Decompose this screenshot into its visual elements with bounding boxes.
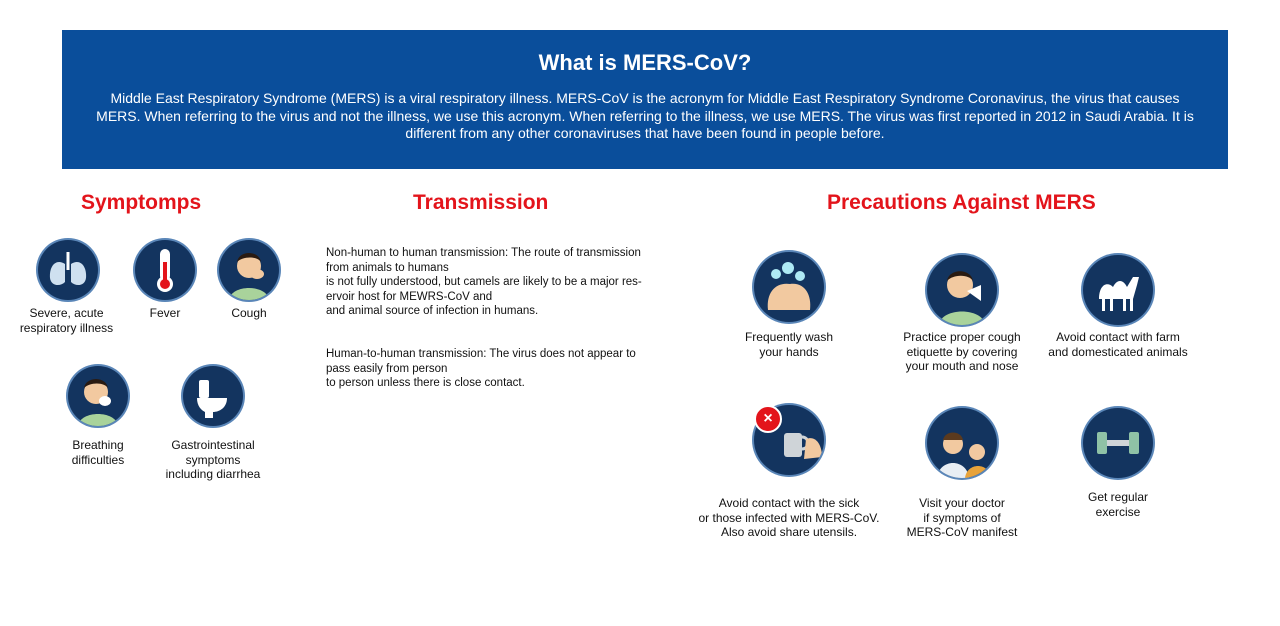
precautions-heading: Precautions Against MERS <box>827 191 1096 214</box>
toilet-icon <box>183 366 243 426</box>
precaution-caption-visit-doctor: Visit your doctor if symptoms of MERS-Co… <box>906 496 1018 539</box>
precaution-caption-farm-animals: Avoid contact with farm and domesticated… <box>1048 330 1188 359</box>
lungs-icon <box>38 240 98 300</box>
cover-cough-icon <box>927 255 997 325</box>
precaution-caption-cough-etiquette: Practice proper cough etiquette by cover… <box>903 330 1021 373</box>
page-title: What is MERS-CoV? <box>538 50 752 75</box>
thermometer-icon <box>135 240 195 300</box>
intro-banner: What is MERS-CoV? Middle East Respirator… <box>62 30 1228 169</box>
symptom-caption-cough: Cough <box>231 306 267 320</box>
breathing-difficulty-icon <box>68 366 128 426</box>
coughing-person-icon <box>219 240 279 300</box>
symptom-caption-breathing: Breathing difficulties <box>71 438 125 467</box>
hand-washing-icon <box>754 252 824 322</box>
dumbbell-icon <box>1083 408 1153 478</box>
precaution-caption-avoid-sick: Avoid contact with the sick or those inf… <box>698 496 880 539</box>
doctor-icon <box>927 408 997 478</box>
symptom-caption-gastrointestinal: Gastrointestinal symptoms including diar… <box>165 438 261 481</box>
intro-text: Middle East Respiratory Syndrome (MERS) … <box>96 90 1194 141</box>
symptom-caption-fever: Fever <box>149 306 181 320</box>
symptoms-heading: Symptomps <box>81 191 202 214</box>
prohibited-icon: × <box>754 405 782 433</box>
transmission-non-human: Non-human to human transmission: The rou… <box>326 247 642 317</box>
precaution-caption-wash-hands: Frequently wash your hands <box>744 330 834 359</box>
camel-icon <box>1083 255 1153 325</box>
transmission-human-to-human: Human-to-human transmission: The virus d… <box>326 348 636 389</box>
transmission-heading: Transmission <box>413 191 549 214</box>
symptom-caption-respiratory: Severe, acute respiratory illness <box>19 306 114 335</box>
precaution-caption-exercise: Get regular exercise <box>1087 490 1149 519</box>
